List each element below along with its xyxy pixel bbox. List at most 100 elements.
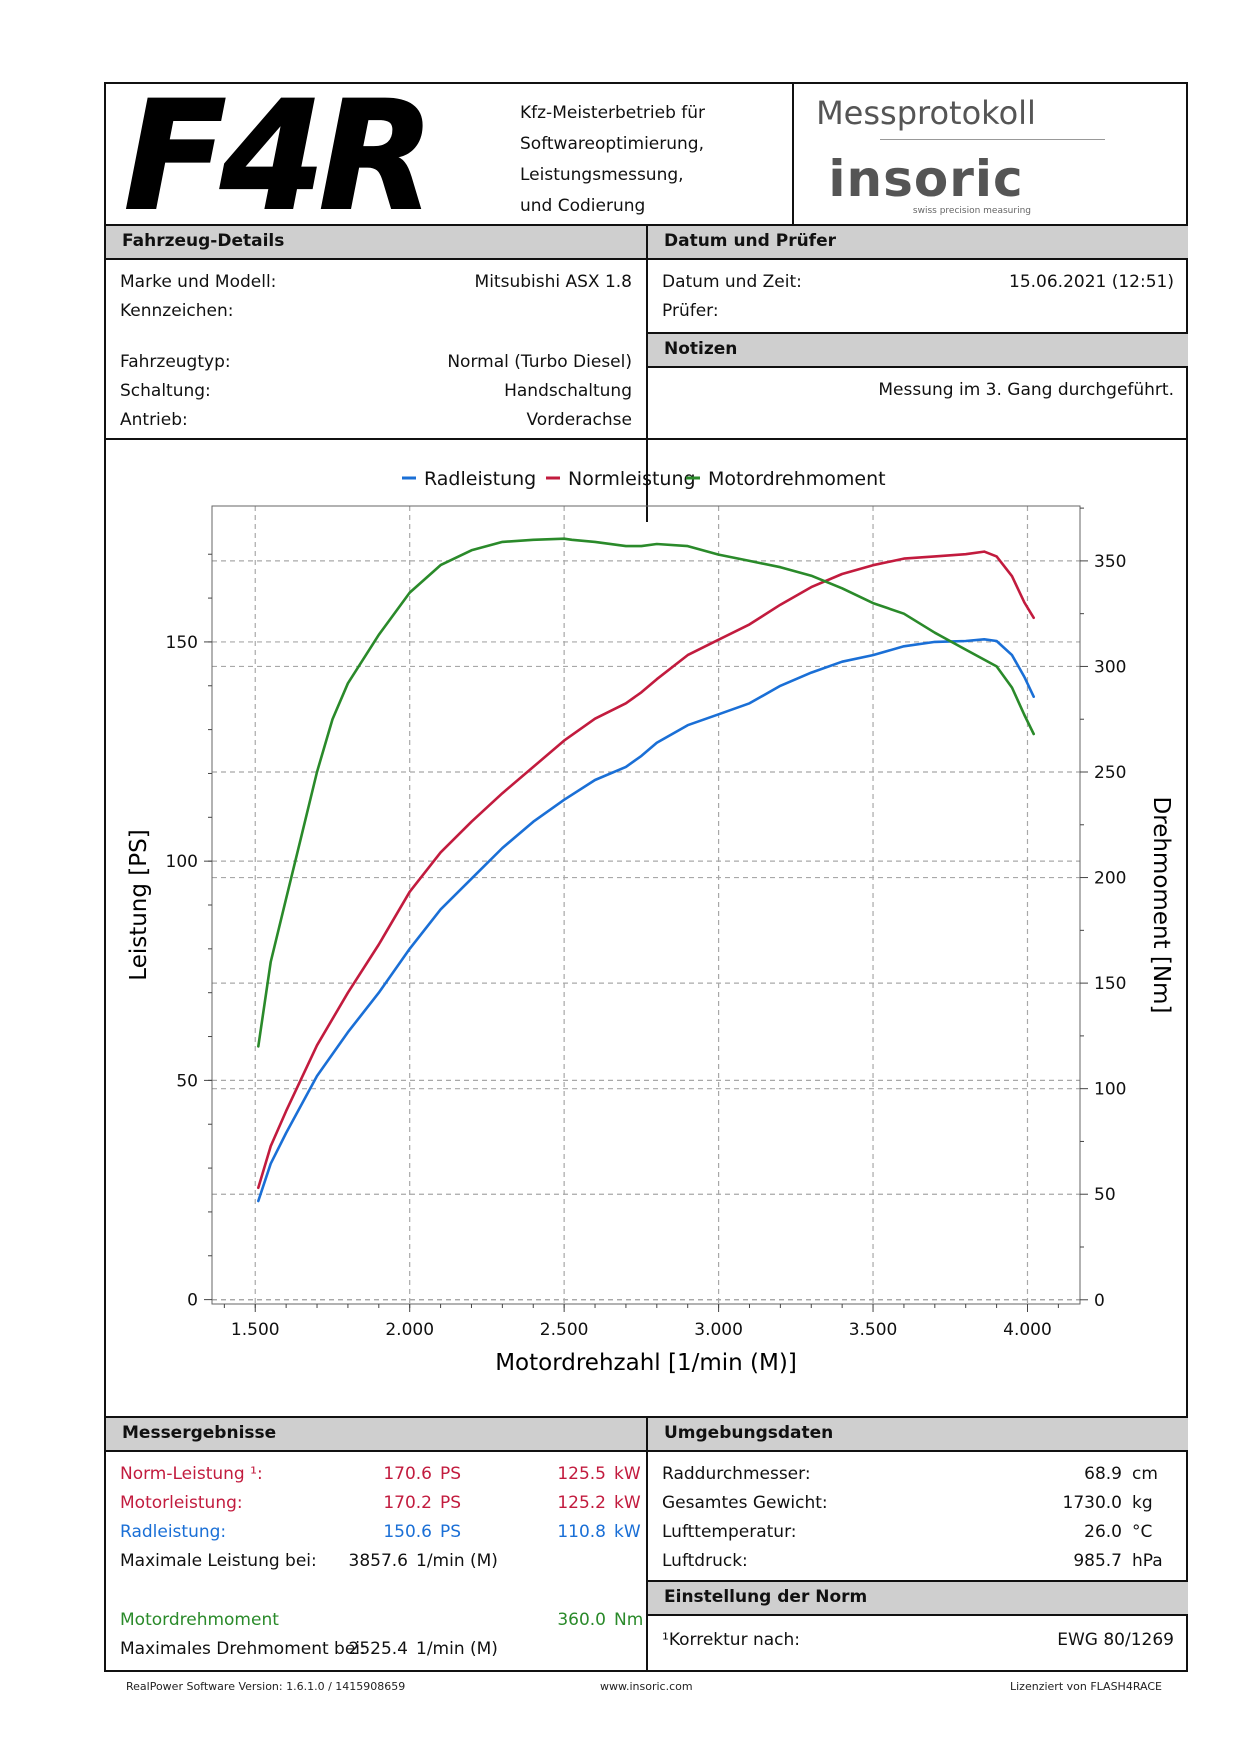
pressure-unit: hPa: [1132, 1551, 1163, 1571]
software-version: RealPower Software Version: 1.6.1.0 / 14…: [126, 1680, 406, 1693]
make-value: Mitsubishi ASX 1.8: [474, 272, 632, 292]
temperature-value: 26.0: [1084, 1522, 1122, 1542]
results-heading: Messergebnisse: [106, 1418, 646, 1450]
x-tick-label: 3.500: [849, 1320, 898, 1340]
norm-power-kw: 125.5: [557, 1464, 606, 1484]
temperature-label: Lufttemperatur:: [662, 1522, 797, 1542]
column-divider: [646, 224, 648, 522]
y2-tick-label: 250: [1094, 763, 1126, 783]
y-tick-label: 0: [187, 1291, 198, 1311]
y2-axis-label: Drehmoment [Nm]: [1148, 797, 1174, 1014]
divider: [646, 366, 1186, 368]
license-text: Lizenziert von FLASH4RACE: [1010, 1680, 1162, 1693]
max-torque-rpm-label: Maximales Drehmoment bei:: [120, 1639, 366, 1659]
series-line-radleistung: [257, 638, 1036, 1203]
norm-power-label: Norm-Leistung ¹:: [120, 1464, 263, 1484]
divider: [106, 258, 1186, 260]
norm-correction-value: EWG 80/1269: [1057, 1630, 1174, 1650]
date-label: Datum und Zeit:: [662, 272, 802, 292]
y2-tick-label: 200: [1094, 869, 1126, 889]
x-tick-label: 2.000: [385, 1320, 434, 1340]
legend-item-label: Normleistung: [568, 468, 696, 490]
protocol-title: Messprotokoll: [816, 94, 1036, 132]
insoric-logo: insoric: [828, 150, 1024, 208]
x-tick-label: 4.000: [1003, 1320, 1052, 1340]
company-line: Softwareoptimierung,: [520, 134, 704, 154]
make-label: Marke und Modell:: [120, 272, 277, 292]
weight-value: 1730.0: [1062, 1493, 1122, 1513]
legend-item-label: Motordrehmoment: [708, 468, 886, 490]
dyno-chart: Radleistung Normleistung Motordrehmoment 1…: [126, 468, 1174, 1376]
x-tick-label: 3.000: [694, 1320, 743, 1340]
motor-power-ps: 170.2: [383, 1493, 432, 1513]
y-tick-label: 150: [166, 633, 198, 653]
date-tester-heading: Datum und Prüfer: [648, 226, 1188, 258]
y2-tick-label: 50: [1094, 1185, 1116, 1205]
y2-tick-label: 100: [1094, 1080, 1126, 1100]
norm-correction-label: ¹Korrektur nach:: [662, 1630, 801, 1650]
unit-ps: PS: [440, 1464, 462, 1484]
divider: [646, 1614, 1186, 1616]
norm-setting-heading: Einstellung der Norm: [648, 1582, 1188, 1614]
unit-kw: kW: [614, 1464, 641, 1484]
rpm-unit: 1/min (M): [416, 1639, 498, 1659]
notes-text: Messung im 3. Gang durchgeführt.: [878, 380, 1174, 400]
pressure-value: 985.7: [1073, 1551, 1122, 1571]
temperature-unit: °C: [1132, 1522, 1153, 1542]
drive-value: Vorderachse: [526, 410, 633, 430]
tester-label: Prüfer:: [662, 301, 719, 321]
max-torque-rpm-value: 2525.4: [348, 1639, 408, 1659]
y2-tick-label: 350: [1094, 552, 1126, 572]
chart-grid: [212, 506, 1080, 1304]
chart-axes: 1.500 2.000 2.500 3.000 3.500 4.000 0 50 100 150 0…: [166, 507, 1126, 1340]
wheel-power-kw: 110.8: [557, 1522, 606, 1542]
unit-kw: kW: [614, 1522, 641, 1542]
company-line: Kfz-Meisterbetrieb für: [520, 103, 706, 123]
motor-power-label: Motorleistung:: [120, 1493, 243, 1513]
environment-heading: Umgebungsdaten: [648, 1418, 1188, 1450]
date-value: 15.06.2021 (12:51): [1009, 272, 1174, 292]
torque-label: Motordrehmoment: [120, 1610, 279, 1630]
x-tick-label: 2.500: [540, 1320, 589, 1340]
series-line-motordrehmoment: [257, 537, 1036, 1048]
y-tick-label: 50: [176, 1071, 198, 1091]
company-description: Kfz-Meisterbetrieb für Softwareoptimieru…: [520, 98, 705, 222]
company-line: und Codierung: [520, 196, 646, 216]
divider: [106, 1450, 1186, 1452]
drive-label: Antrieb:: [120, 410, 188, 430]
norm-power-ps: 170.6: [383, 1464, 432, 1484]
plate-label: Kennzeichen:: [120, 301, 234, 321]
y-tick-label: 100: [166, 852, 198, 872]
protocol-sheet: F4R Kfz-Meisterbetrieb für Softwareoptim…: [104, 82, 1188, 1672]
divider: [646, 332, 1186, 334]
y2-tick-label: 150: [1094, 974, 1126, 994]
divider: [646, 1580, 1186, 1582]
header-divider: [792, 84, 794, 224]
wheel-power-label: Radleistung:: [120, 1522, 227, 1542]
brand-divider: [880, 139, 1105, 140]
y2-tick-label: 0: [1094, 1291, 1105, 1311]
wheel-power-ps: 150.6: [383, 1522, 432, 1542]
unit-kw: kW: [614, 1493, 641, 1513]
weight-label: Gesamtes Gewicht:: [662, 1493, 828, 1513]
chart-series: [257, 537, 1036, 1203]
rpm-unit: 1/min (M): [416, 1551, 498, 1571]
y2-tick-label: 300: [1094, 657, 1126, 677]
column-divider: [646, 1416, 648, 1672]
max-power-rpm-label: Maximale Leistung bei:: [120, 1551, 317, 1571]
notes-heading: Notizen: [648, 334, 1188, 366]
legend-item-label: Radleistung: [424, 468, 536, 490]
gear-value: Handschaltung: [504, 381, 632, 401]
company-line: Leistungsmessung,: [520, 165, 684, 185]
chart-legend: Radleistung Normleistung Motordrehmoment: [402, 468, 886, 490]
y-axis-label: Leistung [PS]: [126, 829, 152, 980]
divider: [106, 438, 1186, 440]
website-link[interactable]: www.insoric.com: [600, 1680, 693, 1693]
wheel-diameter-label: Raddurchmesser:: [662, 1464, 811, 1484]
pressure-label: Luftdruck:: [662, 1551, 748, 1571]
f4r-logo: F4R: [123, 88, 435, 223]
brand-tagline: swiss precision measuring: [912, 206, 1031, 216]
torque-value: 360.0: [557, 1610, 606, 1630]
max-power-rpm-value: 3857.6: [348, 1551, 408, 1571]
motor-power-kw: 125.2: [557, 1493, 606, 1513]
